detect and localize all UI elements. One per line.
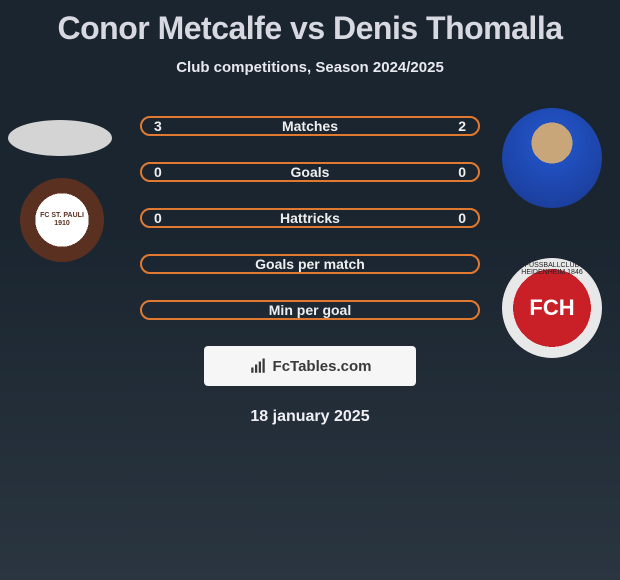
stat-right-value: 2 xyxy=(458,118,466,134)
stat-row: Min per goal xyxy=(0,300,620,320)
stat-label: Goals per match xyxy=(255,256,365,272)
stat-row: Goals per match xyxy=(0,254,620,274)
footer-brand-text: FcTables.com xyxy=(273,358,372,375)
stat-right-value: 0 xyxy=(458,210,466,226)
stats-container: 3 Matches 2 0 Goals 0 0 Hattricks 0 Goal… xyxy=(0,116,620,320)
chart-icon xyxy=(249,357,267,375)
stat-right-value: 0 xyxy=(458,164,466,180)
stat-bar: 3 Matches 2 xyxy=(140,116,480,136)
stat-bar: 0 Hattricks 0 xyxy=(140,208,480,228)
stat-bar: Min per goal xyxy=(140,300,480,320)
stat-left-value: 0 xyxy=(154,210,162,226)
stat-bar: 0 Goals 0 xyxy=(140,162,480,182)
stat-label: Goals xyxy=(291,164,330,180)
stat-bar: Goals per match xyxy=(140,254,480,274)
footer-brand-badge: FcTables.com xyxy=(204,346,416,386)
stat-row: 0 Goals 0 xyxy=(0,162,620,182)
page-title: Conor Metcalfe vs Denis Thomalla xyxy=(0,0,620,47)
stat-row: 3 Matches 2 xyxy=(0,116,620,136)
stat-label: Min per goal xyxy=(269,302,351,318)
stat-label: Matches xyxy=(282,118,338,134)
stat-left-value: 3 xyxy=(154,118,162,134)
date-label: 18 january 2025 xyxy=(0,408,620,426)
subtitle: Club competitions, Season 2024/2025 xyxy=(0,59,620,76)
stat-left-value: 0 xyxy=(154,164,162,180)
stat-label: Hattricks xyxy=(280,210,340,226)
stat-row: 0 Hattricks 0 xyxy=(0,208,620,228)
